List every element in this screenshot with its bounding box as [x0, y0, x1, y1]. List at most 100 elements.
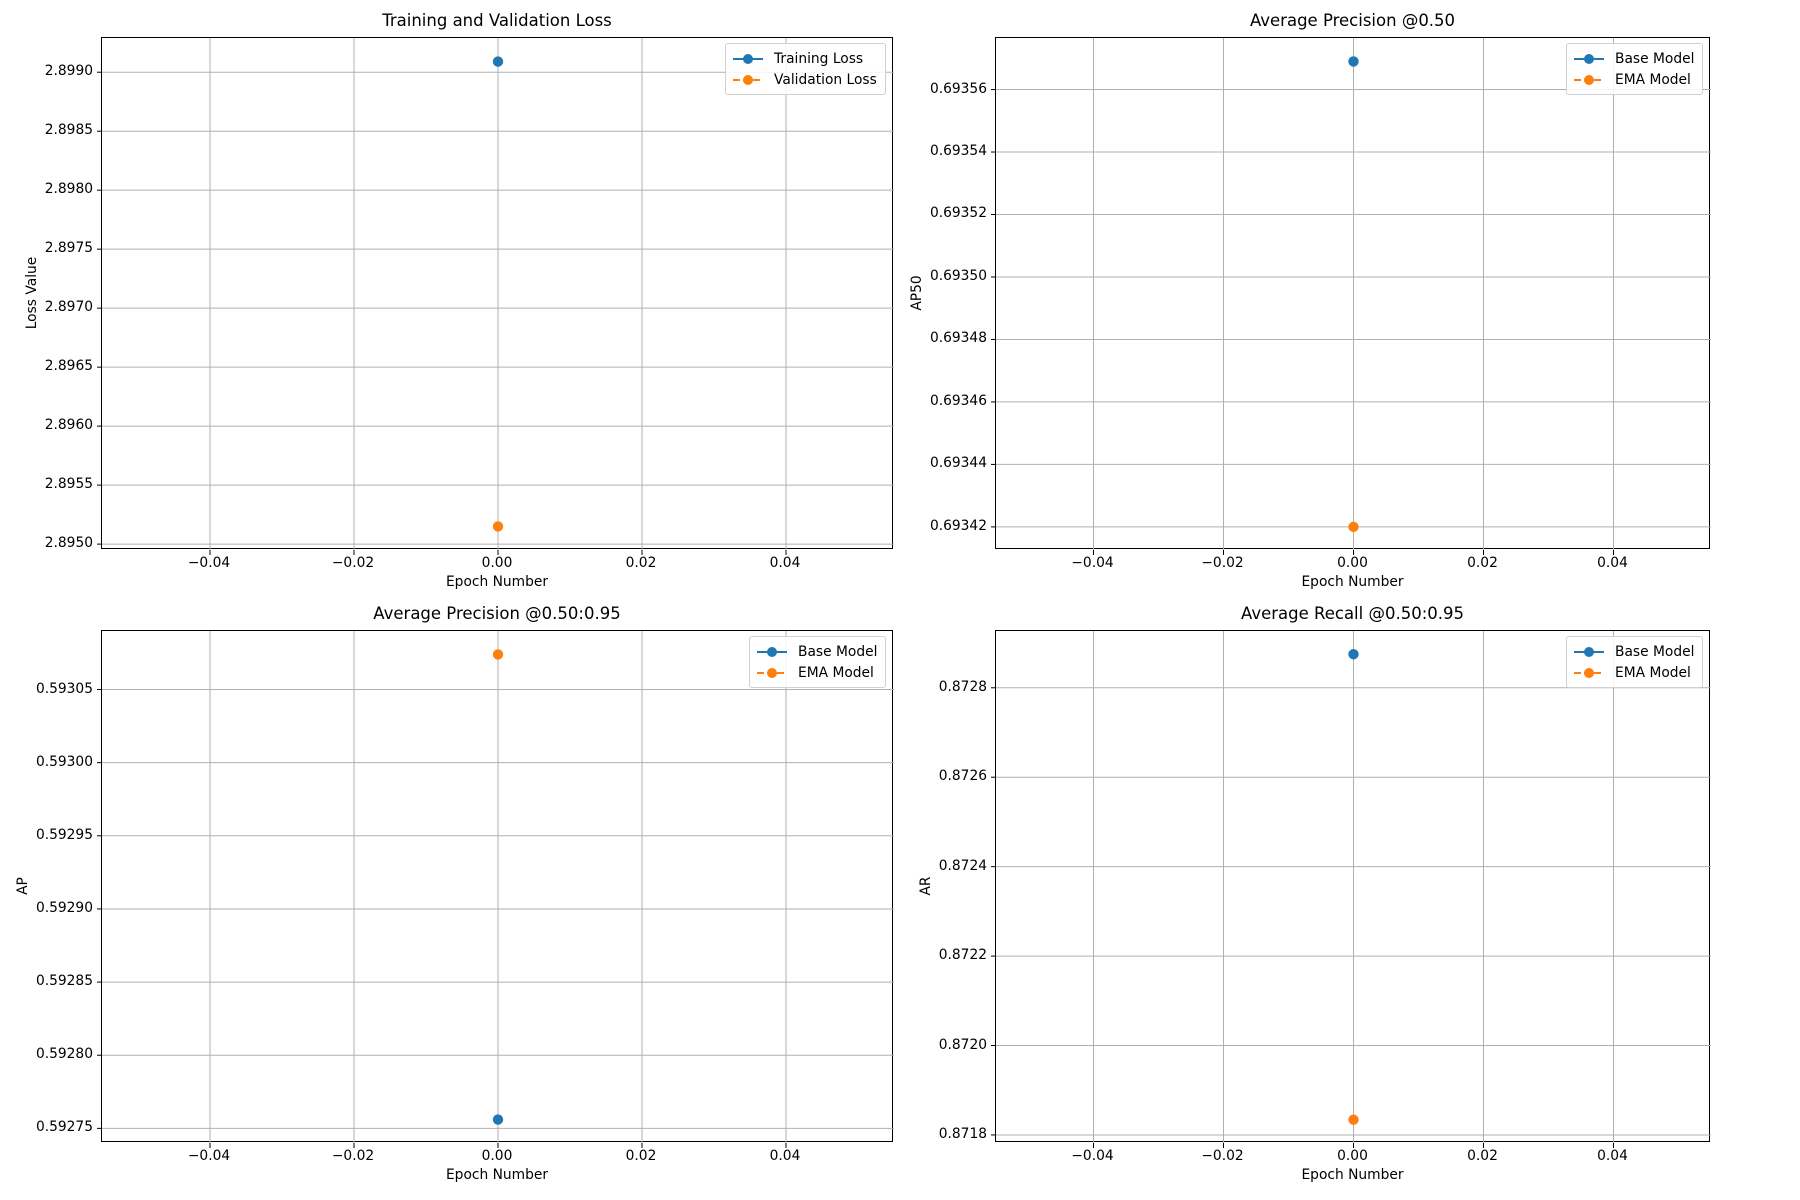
y-tick-label: 2.8950 — [44, 535, 93, 552]
legend-label: EMA Model — [798, 664, 874, 681]
data-point-marker — [492, 1114, 504, 1125]
y-tick-label: 0.69350 — [929, 267, 987, 284]
x-tick-label: −0.02 — [331, 1148, 375, 1164]
legend-label: EMA Model — [1615, 71, 1691, 88]
dashed-line-marker-icon — [1574, 74, 1604, 85]
y-tick-label: 2.8980 — [44, 181, 93, 198]
plot-canvas — [97, 38, 894, 555]
y-tick-label: 0.8722 — [938, 947, 987, 964]
y-tick-label: 0.69348 — [929, 330, 987, 347]
x-tick-label: 0.02 — [625, 555, 657, 571]
data-point-marker — [1348, 649, 1359, 660]
legend-label: Base Model — [798, 643, 878, 660]
legend-label: Base Model — [1615, 643, 1695, 660]
legend: Base Model EMA Model — [1566, 636, 1704, 688]
legend-item: EMA Model — [1573, 69, 1694, 90]
y-axis-label: AP50 — [909, 275, 926, 311]
y-tick-label: 0.59305 — [35, 680, 93, 697]
solid-line-marker-icon — [733, 53, 763, 64]
legend-item: Training Loss — [732, 48, 877, 69]
legend-label: Training Loss — [774, 50, 864, 67]
chart-title: Training and Validation Loss — [382, 11, 612, 30]
legend-item: Base Model — [1573, 641, 1694, 662]
data-point-marker — [492, 649, 504, 660]
plot-area — [991, 630, 1711, 1148]
plot-area — [97, 37, 894, 555]
plot-canvas — [991, 631, 1711, 1148]
legend: Training Loss Validation Loss — [725, 43, 886, 95]
plot-canvas — [97, 631, 894, 1148]
y-tick-label: 0.69352 — [929, 205, 987, 222]
data-point-marker — [1348, 1114, 1359, 1125]
data-point-marker — [1348, 521, 1359, 533]
y-tick-label: 0.69346 — [929, 392, 987, 409]
y-tick-label: 0.69344 — [929, 455, 987, 472]
x-tick-label: 0.04 — [769, 1148, 801, 1164]
x-tick-label: 0.02 — [1467, 1148, 1498, 1164]
y-tick-label: 0.59285 — [35, 973, 93, 990]
y-tick-label: 2.8990 — [44, 63, 93, 80]
x-tick-label: 0.02 — [625, 1148, 657, 1164]
plot-canvas — [991, 38, 1711, 555]
x-tick-label: −0.04 — [1071, 555, 1114, 571]
x-axis-label: Epoch Number — [1301, 574, 1404, 590]
x-tick-label: 0.04 — [1597, 555, 1628, 571]
legend-label: Validation Loss — [774, 71, 877, 88]
x-axis-label: Epoch Number — [445, 1167, 549, 1183]
x-tick-label: 0.02 — [1467, 555, 1498, 571]
y-tick-label: 0.59275 — [35, 1119, 93, 1136]
plot-area — [991, 37, 1711, 555]
solid-line-marker-icon — [1574, 646, 1604, 657]
legend: Base Model EMA Model — [1566, 43, 1704, 95]
x-tick-label: −0.04 — [187, 1148, 231, 1164]
dashed-line-marker-icon — [733, 74, 763, 85]
legend-label: EMA Model — [1615, 664, 1691, 681]
solid-line-marker-icon — [757, 646, 787, 657]
x-tick-label: −0.02 — [1201, 1148, 1244, 1164]
y-tick-label: 2.8965 — [44, 358, 93, 375]
x-tick-label: −0.04 — [1071, 1148, 1114, 1164]
y-tick-label: 0.8728 — [938, 678, 987, 695]
y-tick-label: 0.69356 — [929, 80, 987, 97]
y-tick-label: 0.59290 — [35, 899, 93, 916]
data-point-marker — [492, 56, 504, 67]
y-tick-label: 0.69354 — [929, 143, 987, 160]
y-tick-label: 2.8960 — [44, 417, 93, 434]
x-tick-label: 0.00 — [1337, 555, 1368, 571]
y-tick-label: 0.69342 — [929, 517, 987, 534]
y-tick-label: 0.8720 — [938, 1036, 987, 1053]
y-tick-label: 0.8724 — [938, 857, 987, 874]
dashed-line-marker-icon — [1574, 667, 1604, 678]
legend-label: Base Model — [1615, 50, 1695, 67]
x-tick-label: 0.00 — [481, 555, 513, 571]
y-tick-label: 0.8726 — [938, 768, 987, 785]
legend-item: Validation Loss — [732, 69, 877, 90]
legend: Base Model EMA Model — [749, 636, 887, 688]
y-tick-label: 2.8955 — [44, 476, 93, 493]
dashed-line-marker-icon — [757, 667, 787, 678]
x-tick-label: −0.02 — [1201, 555, 1244, 571]
plot-area — [97, 630, 894, 1148]
y-tick-label: 0.59280 — [35, 1046, 93, 1063]
x-tick-label: 0.04 — [1597, 1148, 1628, 1164]
legend-item: EMA Model — [1573, 662, 1694, 683]
y-tick-label: 2.8970 — [44, 299, 93, 316]
legend-item: Base Model — [1573, 48, 1694, 69]
x-axis-label: Epoch Number — [1301, 1167, 1404, 1183]
chart-title: Average Precision @0.50:0.95 — [373, 604, 621, 623]
y-tick-label: 0.59300 — [35, 753, 93, 770]
solid-line-marker-icon — [1574, 53, 1604, 64]
x-tick-label: −0.02 — [331, 555, 375, 571]
y-tick-label: 0.59295 — [35, 826, 93, 843]
x-tick-label: 0.04 — [769, 555, 801, 571]
y-axis-label: AP — [15, 877, 32, 895]
x-axis-label: Epoch Number — [445, 574, 549, 590]
x-tick-label: −0.04 — [187, 555, 231, 571]
data-point-marker — [1348, 56, 1359, 67]
legend-item: EMA Model — [756, 662, 877, 683]
y-tick-label: 0.8718 — [938, 1125, 987, 1142]
y-axis-label: Loss Value — [24, 256, 41, 330]
y-tick-label: 2.8975 — [44, 240, 93, 257]
y-tick-label: 2.8985 — [44, 122, 93, 139]
